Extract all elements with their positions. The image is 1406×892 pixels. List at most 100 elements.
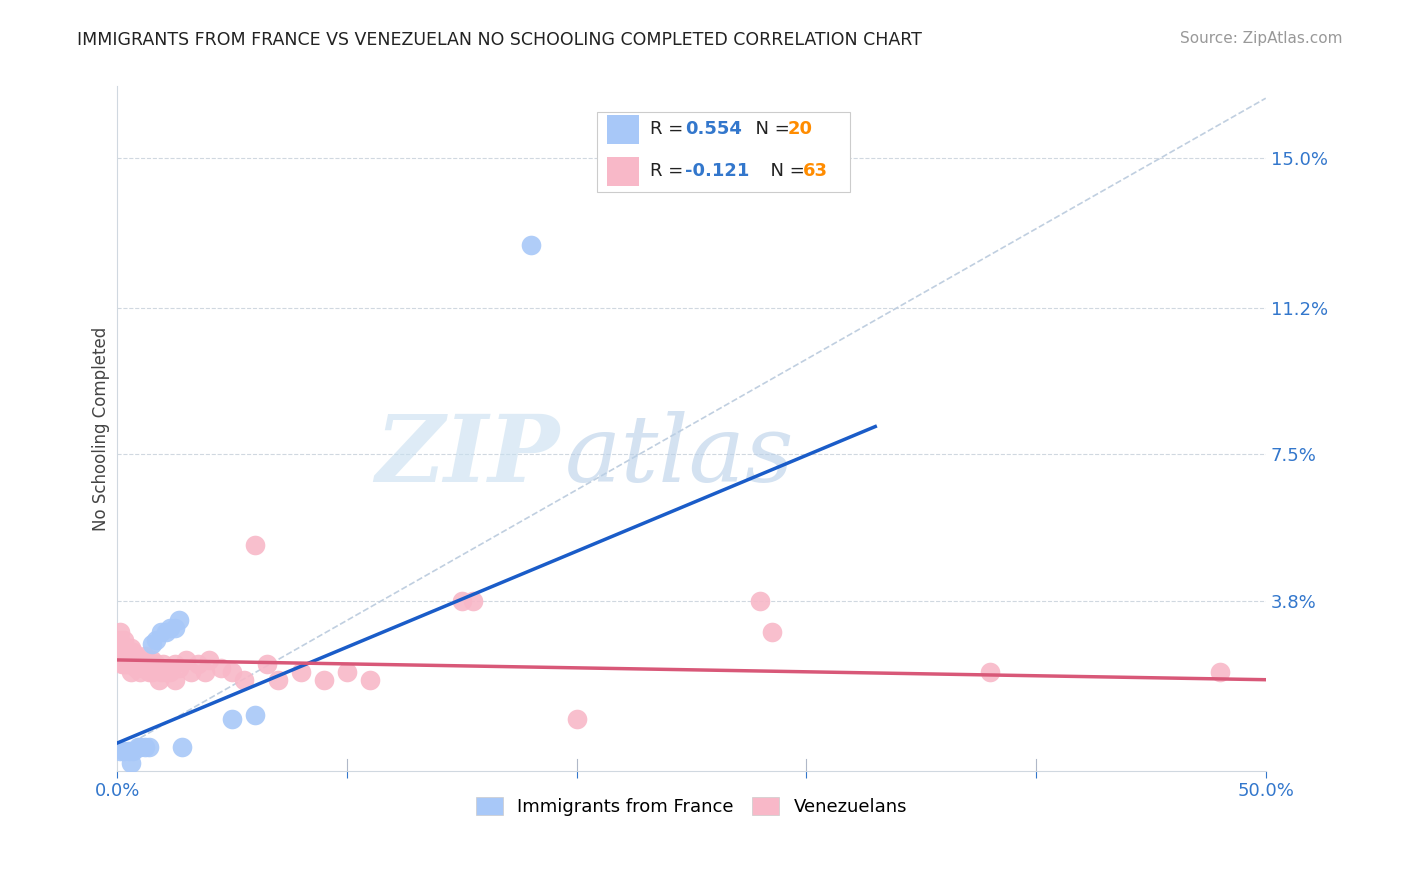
Point (120, 756, 142, 770)
Point (136, 657, 159, 671)
Point (108, 633, 131, 648)
Point (127, 657, 149, 671)
FancyBboxPatch shape (606, 115, 638, 144)
Point (122, 645, 145, 659)
Point (209, 661, 232, 675)
Text: ZIP: ZIP (375, 411, 560, 501)
Point (118, 744, 141, 758)
Point (111, 648, 134, 663)
Point (127, 739, 149, 754)
Point (169, 613, 191, 627)
Point (124, 661, 146, 675)
Point (163, 673, 186, 687)
Point (108, 625, 131, 640)
Point (120, 665, 142, 679)
Point (112, 633, 135, 648)
Point (118, 648, 141, 663)
Text: N =: N = (759, 162, 811, 180)
Legend: Immigrants from France, Venezuelans: Immigrants from France, Venezuelans (468, 789, 914, 823)
FancyBboxPatch shape (598, 112, 851, 193)
Point (169, 661, 191, 675)
Point (979, 665, 1001, 679)
Point (155, 665, 177, 679)
Text: R =: R = (650, 162, 689, 180)
Point (143, 661, 166, 675)
Text: 63: 63 (803, 162, 828, 180)
Point (221, 712, 243, 726)
Point (111, 641, 134, 656)
Point (141, 653, 163, 667)
Point (312, 673, 335, 687)
Point (141, 637, 163, 651)
Point (145, 633, 167, 648)
Point (122, 744, 145, 758)
Point (134, 739, 156, 754)
Point (243, 708, 266, 723)
Point (115, 648, 138, 663)
Text: N =: N = (744, 120, 796, 138)
Point (124, 648, 146, 663)
Point (112, 657, 135, 671)
Point (148, 673, 170, 687)
Point (336, 665, 359, 679)
Point (129, 665, 152, 679)
Point (761, 625, 783, 640)
Point (174, 653, 197, 667)
Point (194, 665, 217, 679)
Point (180, 665, 202, 679)
Point (131, 661, 153, 675)
Point (232, 673, 254, 687)
Point (198, 653, 221, 667)
Point (463, 593, 485, 607)
Point (565, 712, 588, 726)
Point (243, 538, 266, 552)
Point (148, 661, 170, 675)
Point (129, 653, 152, 667)
Point (115, 641, 138, 656)
Point (118, 657, 141, 671)
Point (359, 673, 381, 687)
Point (156, 661, 179, 675)
Point (138, 739, 160, 754)
Point (138, 665, 160, 679)
Point (187, 657, 209, 671)
Y-axis label: No Schooling Completed: No Schooling Completed (93, 326, 110, 531)
Point (450, 593, 472, 607)
Point (112, 645, 135, 659)
Point (149, 665, 172, 679)
Point (115, 657, 138, 671)
Point (120, 641, 142, 656)
Point (519, 237, 541, 252)
Point (111, 657, 134, 671)
Point (170, 739, 193, 754)
Point (159, 665, 181, 679)
Point (267, 673, 290, 687)
Point (108, 744, 131, 758)
Point (290, 665, 312, 679)
Text: atlas: atlas (565, 411, 794, 501)
Point (256, 657, 278, 671)
Point (112, 744, 135, 758)
Point (221, 665, 243, 679)
Point (149, 625, 172, 640)
Text: R =: R = (650, 120, 689, 138)
Text: 0.554: 0.554 (685, 120, 741, 138)
Point (141, 665, 163, 679)
Point (749, 593, 772, 607)
Point (129, 739, 152, 754)
Text: IMMIGRANTS FROM FRANCE VS VENEZUELAN NO SCHOOLING COMPLETED CORRELATION CHART: IMMIGRANTS FROM FRANCE VS VENEZUELAN NO … (77, 31, 922, 49)
Point (159, 621, 181, 635)
Point (120, 653, 142, 667)
Point (134, 648, 156, 663)
Text: 20: 20 (787, 120, 813, 138)
Point (163, 657, 186, 671)
FancyBboxPatch shape (606, 157, 638, 186)
Point (122, 657, 145, 671)
Text: Source: ZipAtlas.com: Source: ZipAtlas.com (1180, 31, 1343, 46)
Point (152, 657, 174, 671)
Point (145, 657, 167, 671)
Text: -0.121: -0.121 (685, 162, 749, 180)
Point (1209, 665, 1232, 679)
Point (163, 621, 186, 635)
Point (155, 625, 177, 640)
